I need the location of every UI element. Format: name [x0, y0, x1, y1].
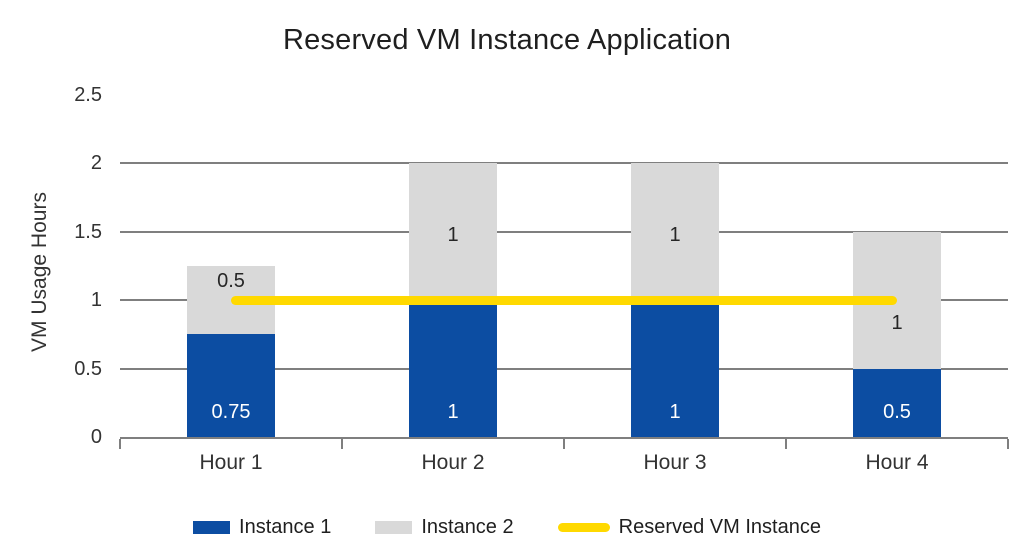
- y-tick-label-2.5: 2.5: [74, 84, 102, 106]
- gridline-0.5: [120, 367, 1008, 370]
- reserved-vm-instance-line[interactable]: [231, 295, 897, 305]
- gridline-2: [120, 162, 1008, 165]
- bar-value-label: 0.75: [211, 401, 251, 423]
- y-tick-label-1: 1: [90, 289, 102, 312]
- x-axis-tick: [1007, 439, 1009, 449]
- legend: Instance 1 Instance 2 Reserved VM Instance: [0, 510, 1014, 544]
- legend-swatch-icon: [557, 522, 610, 532]
- y-tick-label-0: 0: [90, 426, 102, 448]
- bar-value-label: 1: [447, 223, 459, 246]
- gridline-1.5: [120, 230, 1008, 233]
- x-axis-label-hour-1: Hour 1: [199, 451, 263, 474]
- bar-value-label: 1: [447, 401, 459, 423]
- bar-value-label: 0.5: [217, 270, 245, 293]
- legend-swatch-icon: [375, 520, 413, 534]
- y-axis-tick-labels: 0 0.5 1 1.5 2 2.5: [0, 85, 102, 447]
- legend-item-reserved-vm-instance[interactable]: Reserved VM Instance: [557, 515, 821, 539]
- legend-item-instance-1[interactable]: Instance 1: [193, 516, 331, 539]
- x-axis-tick: [119, 439, 121, 449]
- y-tick-label-0.5: 0.5: [74, 357, 102, 380]
- x-axis-label-hour-3: Hour 3: [643, 451, 707, 474]
- legend-label: Instance 2: [421, 515, 514, 538]
- x-axis-tick: [563, 439, 565, 449]
- bar-value-label: 1: [669, 223, 681, 246]
- bar-segment-instance-2-hour-3[interactable]: [631, 163, 719, 301]
- plot-area: 0.75 0.5 Hour 1 1 1 Hour 2 1 1 Hour 3 0.5 1 Hour 4: [119, 95, 1009, 474]
- bar-segment-instance-2-hour-2[interactable]: [409, 163, 497, 301]
- x-axis-label-hour-4: Hour 4: [865, 451, 929, 474]
- legend-label: Instance 1: [239, 515, 332, 538]
- legend-swatch-icon: [193, 520, 231, 534]
- legend-label: Reserved VM Instance: [618, 515, 821, 538]
- y-tick-label-1.5: 1.5: [74, 220, 102, 243]
- bar-segment-instance-1-hour-2[interactable]: [409, 300, 497, 437]
- y-tick-label-2: 2: [90, 152, 102, 175]
- bar-value-label: 0.5: [883, 401, 911, 423]
- x-axis-tick: [341, 439, 343, 449]
- bar-segment-instance-1-hour-1[interactable]: [187, 334, 275, 437]
- legend-item-instance-2[interactable]: Instance 2: [375, 515, 514, 539]
- bar-segment-instance-1-hour-4[interactable]: [853, 368, 941, 437]
- chart-title: Reserved VM Instance Application: [282, 24, 732, 56]
- bar-value-label: 1: [669, 401, 681, 423]
- x-axis-label-hour-2: Hour 2: [421, 451, 485, 474]
- x-axis-tick: [785, 439, 787, 449]
- bar-value-label: 1: [891, 312, 903, 335]
- bar-segment-instance-1-hour-3[interactable]: [631, 300, 719, 437]
